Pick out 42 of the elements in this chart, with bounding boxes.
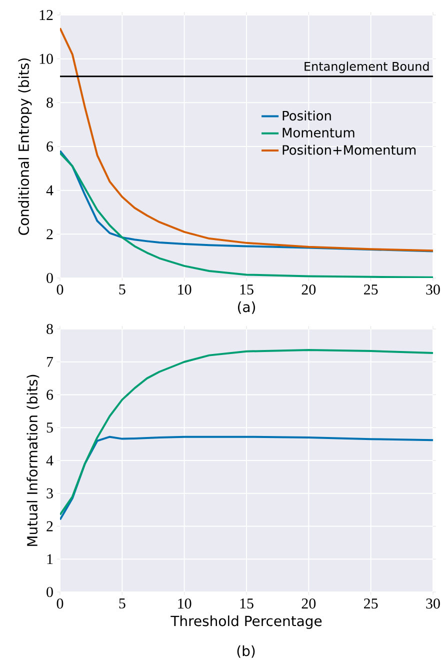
x-tick-label: 15 bbox=[240, 598, 254, 609]
y-tick-label: 2 bbox=[46, 521, 53, 532]
x-axis-title: Threshold Percentage bbox=[170, 615, 322, 629]
x-tick-label: 0 bbox=[56, 598, 64, 609]
x-tick-label: 20 bbox=[302, 284, 316, 295]
legend-label: Position+Momentum bbox=[282, 144, 416, 155]
x-tick-label: 10 bbox=[178, 598, 192, 609]
y-axis-title: Mutual Information (bits) bbox=[26, 374, 40, 546]
y-tick-label: 3 bbox=[46, 488, 54, 498]
x-tick-label: 25 bbox=[364, 598, 378, 609]
y-tick-label: 8 bbox=[46, 324, 54, 334]
y-tick-label: 7 bbox=[47, 356, 54, 367]
line-series bbox=[60, 349, 434, 516]
x-tick-label: 15 bbox=[240, 284, 254, 295]
x-tick-label: 30 bbox=[426, 598, 440, 609]
x-tick-label: 20 bbox=[302, 598, 316, 609]
y-tick-label: 5 bbox=[47, 422, 54, 433]
y-tick-label: 10 bbox=[40, 54, 54, 64]
x-tick-label: 5 bbox=[119, 284, 126, 294]
y-tick-label: 0 bbox=[46, 272, 54, 284]
legend-label: Position bbox=[282, 110, 332, 121]
x-tick-label: 10 bbox=[178, 284, 192, 295]
legend-label: Momentum bbox=[282, 128, 354, 138]
x-axis-title: (a) bbox=[238, 301, 256, 314]
x-tick-label: 5 bbox=[119, 598, 126, 608]
line-series bbox=[60, 27, 434, 252]
y-tick-label: 4 bbox=[46, 456, 54, 466]
y-tick-label: 4 bbox=[46, 185, 54, 196]
y-tick-label: 6 bbox=[46, 141, 54, 152]
y-axis-title: Conditional Entropy (bits) bbox=[18, 58, 32, 235]
line-series bbox=[60, 436, 434, 521]
y-tick-label: 0 bbox=[46, 586, 54, 598]
x-tick-label: 25 bbox=[364, 284, 378, 295]
y-tick-label: 2 bbox=[46, 229, 53, 240]
y-tick-label: 6 bbox=[46, 390, 54, 400]
y-tick-label: 12 bbox=[40, 10, 53, 20]
x-tick-label: 30 bbox=[426, 284, 440, 295]
text: (b) bbox=[237, 645, 255, 658]
y-tick-label: 1 bbox=[47, 554, 53, 564]
ref-line-label: Entanglement Bound bbox=[304, 62, 429, 74]
x-tick-label: 0 bbox=[56, 284, 64, 295]
y-tick-label: 8 bbox=[46, 98, 54, 108]
